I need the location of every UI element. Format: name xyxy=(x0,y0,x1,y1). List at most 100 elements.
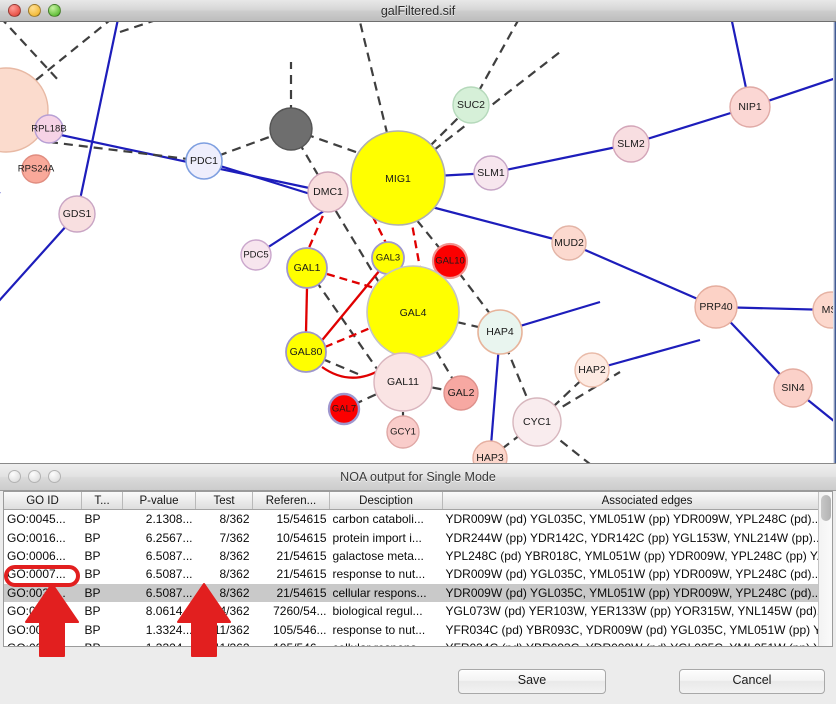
node-MUD2[interactable] xyxy=(551,225,587,261)
cell-go-id: GO:0045... xyxy=(7,512,66,527)
window-titlebar: galFiltered.sif xyxy=(0,0,836,22)
cell-type: BP xyxy=(84,548,101,563)
cell-description: response to nut... xyxy=(332,567,426,582)
cell-p-value: 1.3324... xyxy=(123,639,196,646)
node-GAL4[interactable] xyxy=(366,265,460,359)
column-header-type[interactable]: T... xyxy=(81,492,123,510)
cell-type: BP xyxy=(82,639,123,646)
network-canvas[interactable]: RPL18B RPS24A GDS1 PDC1 PDC5 DMC1 MIG1 S… xyxy=(0,22,836,463)
edge-red-dashed xyxy=(324,322,381,349)
node-GDS1[interactable] xyxy=(58,195,96,233)
cell-test: 8/362 xyxy=(219,548,250,563)
scrollbar-thumb[interactable] xyxy=(821,495,831,521)
noa-minimize-button[interactable] xyxy=(28,470,41,483)
node-RPS24A[interactable] xyxy=(21,154,51,184)
edge-pd xyxy=(35,22,110,81)
cell-reference: 10/54615 xyxy=(276,530,327,545)
node-CYC1[interactable] xyxy=(512,397,562,447)
node-RPL18B[interactable] xyxy=(34,114,64,144)
node-DMC1[interactable] xyxy=(307,171,349,213)
cell-description: protein import i... xyxy=(332,530,422,545)
cell-go-id: GO:0031... xyxy=(7,622,66,637)
node-SLM2[interactable] xyxy=(612,125,650,163)
node-GAL80[interactable] xyxy=(285,331,327,373)
noa-close-button[interactable] xyxy=(8,470,21,483)
node-MSI[interactable] xyxy=(812,291,836,329)
node-SUC2[interactable] xyxy=(452,86,490,124)
cell-reference: 21/54615 xyxy=(252,583,330,602)
node-PDC1[interactable] xyxy=(185,142,223,180)
cancel-button[interactable]: Cancel xyxy=(679,669,825,694)
table-row[interactable]: GO:0006... BP 6.5087... 8/362 21/54615 g… xyxy=(4,547,832,565)
cell-description: cellular respons... xyxy=(329,583,443,602)
table-row[interactable]: GO:0007... BP 6.5087... 8/362 21/54615 r… xyxy=(4,565,832,583)
cell-associated-edges: YDR009W (pd) YGL035C, YML051W (pp) YDR00… xyxy=(445,512,822,527)
node-NIP1[interactable] xyxy=(729,86,771,128)
edge-pd xyxy=(327,197,393,305)
node-HAP4[interactable] xyxy=(477,309,523,355)
table-header: GO ID T... P-value Test Referen... Desci… xyxy=(4,492,832,510)
cell-associated-edges: YDR009W (pd) YGL035C, YML051W (pp) YDR00… xyxy=(442,583,832,602)
column-header-test[interactable]: Test xyxy=(195,492,253,510)
network-graph[interactable]: RPL18B RPS24A GDS1 PDC1 PDC5 DMC1 MIG1 S… xyxy=(0,22,836,463)
cell-reference: 105/546... xyxy=(273,622,327,637)
node-PDC5[interactable] xyxy=(240,239,272,271)
noa-titlebar: NOA output for Single Mode xyxy=(0,464,836,491)
node-GAL1[interactable] xyxy=(286,247,328,289)
cell-go-id: GO:0031... xyxy=(4,583,82,602)
node-GAL7[interactable] xyxy=(327,392,361,426)
edge-pd xyxy=(119,22,154,34)
nodes-layer[interactable]: RPL18B RPS24A GDS1 PDC1 PDC5 DMC1 MIG1 S… xyxy=(0,67,836,463)
table-row[interactable]: GO:0031... BP 1.3324... 11/362 105/546..… xyxy=(4,639,832,646)
noa-zoom-button[interactable] xyxy=(48,470,61,483)
column-header-associated-edges[interactable]: Associated edges xyxy=(442,492,832,510)
column-header-description[interactable]: Desciption xyxy=(329,492,443,510)
node-SIN4[interactable] xyxy=(773,368,813,408)
cell-type: BP xyxy=(81,583,123,602)
save-button[interactable]: Save xyxy=(458,669,606,694)
node-SLM1[interactable] xyxy=(473,155,509,191)
node-GCY1[interactable] xyxy=(386,415,420,449)
cell-description: biological regul... xyxy=(332,604,423,619)
cell-type: BP xyxy=(84,512,101,527)
cell-reference: 105/546... xyxy=(253,639,330,646)
close-button[interactable] xyxy=(8,4,21,17)
table-row[interactable]: GO:0065... BP 8.0614... 94/362 7260/54..… xyxy=(4,602,832,620)
table-row[interactable]: GO:0016... BP 6.2567... 7/362 10/54615 p… xyxy=(4,528,832,546)
table-row[interactable]: GO:0045... BP 2.1308... 8/362 15/54615 c… xyxy=(4,510,832,529)
cell-go-id: GO:0016... xyxy=(7,530,66,545)
table-row[interactable]: GO:0031... BP 1.3324... 11/362 105/546..… xyxy=(4,620,832,638)
cell-description: response to nut... xyxy=(332,622,426,637)
node-GAL2[interactable] xyxy=(443,375,479,411)
cell-associated-edges: YGL073W (pd) YER103W, YER133W (pp) YOR31… xyxy=(445,604,827,619)
column-header-reference[interactable]: Referen... xyxy=(252,492,330,510)
cell-test: 94/362 xyxy=(212,604,250,619)
cell-test: 8/362 xyxy=(219,567,250,582)
node-unlabeled-gray[interactable] xyxy=(269,107,313,151)
cell-test: 11/362 xyxy=(196,639,253,646)
node-MIG1[interactable] xyxy=(350,130,446,226)
zoom-button[interactable] xyxy=(48,4,61,17)
cell-go-id: GO:0065... xyxy=(7,604,66,619)
cell-associated-edges: YDR244W (pp) YDR142C, YDR142C (pp) YGL15… xyxy=(445,530,823,545)
cell-reference: 21/54615 xyxy=(276,548,327,563)
cell-reference: 15/54615 xyxy=(276,512,327,527)
column-header-go-id[interactable]: GO ID xyxy=(4,492,82,510)
table-vertical-scrollbar[interactable] xyxy=(818,492,832,646)
table-row-selected[interactable]: GO:0031... BP 6.5087... 8/362 21/54615 c… xyxy=(4,583,832,602)
edge-pp xyxy=(568,241,717,309)
noa-results-table-container[interactable]: GO ID T... P-value Test Referen... Desci… xyxy=(3,491,833,647)
node-PRP40[interactable] xyxy=(694,285,738,329)
cell-associated-edges: YDR009W (pd) YGL035C, YML051W (pp) YDR00… xyxy=(445,567,822,582)
cell-test: 7/362 xyxy=(219,530,250,545)
edge-red-dashed xyxy=(306,203,330,251)
node-GAL10[interactable] xyxy=(431,242,469,280)
node-GAL11[interactable] xyxy=(373,352,433,412)
column-header-p-value[interactable]: P-value xyxy=(122,492,196,510)
minimize-button[interactable] xyxy=(28,4,41,17)
cell-type: BP xyxy=(84,604,101,619)
table-header-row: GO ID T... P-value Test Referen... Desci… xyxy=(4,492,832,510)
node-HAP2[interactable] xyxy=(574,352,610,388)
node-HAP3[interactable] xyxy=(472,440,508,463)
